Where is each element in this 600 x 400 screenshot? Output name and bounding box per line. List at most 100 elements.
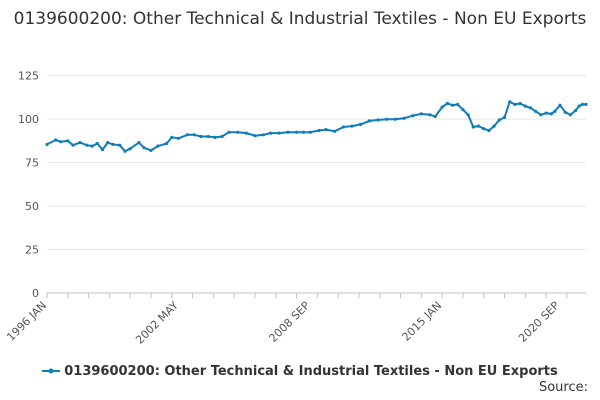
data-point-82[interactable] [580,102,585,106]
data-point-49[interactable] [402,116,406,120]
data-point-67[interactable] [508,100,512,104]
data-point-81[interactable] [577,104,581,108]
series-line-0 [46,100,586,153]
data-point-54[interactable] [440,105,444,109]
data-point-83[interactable] [584,102,588,106]
data-point-14[interactable] [128,147,132,151]
data-point-48[interactable] [393,117,397,121]
data-point-69[interactable] [518,101,522,106]
data-point-40[interactable] [324,128,328,132]
data-point-36[interactable] [295,130,299,134]
data-point-45[interactable] [367,119,371,123]
data-point-58[interactable] [461,108,465,112]
data-point-1[interactable] [54,138,58,142]
data-point-26[interactable] [213,135,217,139]
data-point-21[interactable] [177,136,181,140]
data-point-2[interactable] [59,140,63,144]
chart-title: 0139600200: Other Technical & Industrial… [13,9,587,29]
data-point-70[interactable] [523,104,527,108]
x-tick-label-4: 2020 SEP [516,299,562,345]
data-point-80[interactable] [574,108,578,113]
data-point-47[interactable] [385,117,389,121]
data-point-6[interactable] [85,143,89,147]
data-point-8[interactable] [95,141,99,146]
data-point-13[interactable] [123,149,127,153]
data-point-34[interactable] [277,131,281,135]
data-point-60[interactable] [471,125,475,129]
data-point-18[interactable] [156,144,160,148]
data-point-66[interactable] [502,115,507,119]
data-point-50[interactable] [411,114,415,118]
data-point-63[interactable] [487,128,491,133]
data-point-71[interactable] [528,106,533,110]
data-point-28[interactable] [227,130,231,134]
data-point-35[interactable] [286,130,290,134]
x-axis: 1996 JAN 2002 MAY 2008 SEP 2015 JAN 2020 SEP [4,292,586,347]
data-point-79[interactable] [568,113,573,117]
data-point-76[interactable] [553,109,557,113]
data-point-10[interactable] [106,141,110,145]
data-point-20[interactable] [170,135,174,139]
data-point-25[interactable] [206,134,210,139]
data-point-19[interactable] [165,141,169,146]
data-point-52[interactable] [428,113,432,117]
data-point-5[interactable] [78,141,82,145]
data-point-11[interactable] [111,142,115,146]
data-point-38[interactable] [308,130,312,134]
data-point-29[interactable] [236,130,240,134]
data-point-9[interactable] [100,148,105,152]
data-point-32[interactable] [262,133,266,137]
legend-label: 0139600200: Other Technical & Industrial… [64,364,558,379]
data-point-72[interactable] [534,109,538,113]
data-point-55[interactable] [445,101,449,106]
data-point-12[interactable] [118,143,122,147]
data-point-16[interactable] [142,146,146,150]
data-point-33[interactable] [269,131,273,135]
data-point-39[interactable] [317,128,321,133]
data-point-65[interactable] [497,118,501,122]
data-point-27[interactable] [220,134,224,139]
data-point-4[interactable] [71,143,75,147]
series-layer [45,100,588,153]
legend[interactable]: 0139600200: Other Technical & Industrial… [0,364,600,379]
data-point-23[interactable] [192,133,196,137]
data-point-7[interactable] [90,144,94,148]
data-point-73[interactable] [539,113,543,117]
data-point-57[interactable] [456,102,460,106]
x-tick-label-3: 2015 JAN [400,299,445,344]
data-point-15[interactable] [137,141,141,145]
data-point-74[interactable] [544,111,548,115]
data-point-42[interactable] [341,125,345,129]
data-point-22[interactable] [185,133,189,137]
data-point-37[interactable] [301,130,306,134]
y-tick-label-5: 125 [18,70,39,83]
data-point-61[interactable] [476,124,481,128]
data-point-44[interactable] [359,122,363,126]
data-point-3[interactable] [66,139,70,143]
y-tick-label-4: 100 [18,113,39,126]
data-point-78[interactable] [563,110,567,114]
data-point-64[interactable] [492,124,496,128]
data-point-53[interactable] [433,114,437,119]
data-point-56[interactable] [450,103,455,107]
grid-lines [47,75,586,294]
y-axis-ticks: 0 25 50 75 100 125 [18,70,39,300]
data-point-62[interactable] [482,127,486,131]
data-point-46[interactable] [376,118,380,122]
data-point-41[interactable] [333,129,337,133]
data-point-24[interactable] [199,134,203,139]
data-point-31[interactable] [253,134,257,138]
data-point-43[interactable] [350,124,354,128]
data-point-17[interactable] [149,148,153,152]
data-point-77[interactable] [558,103,562,107]
x-tick-label-1: 2002 MAY [133,299,181,347]
x-tick-label-0: 1996 JAN [4,299,49,344]
source-label: Source: [538,380,588,395]
data-point-59[interactable] [466,113,470,117]
y-tick-label-1: 25 [25,244,39,257]
data-point-51[interactable] [419,112,423,116]
data-point-68[interactable] [513,102,517,106]
data-point-30[interactable] [244,131,248,135]
data-point-0[interactable] [45,142,49,146]
data-point-75[interactable] [549,112,553,116]
